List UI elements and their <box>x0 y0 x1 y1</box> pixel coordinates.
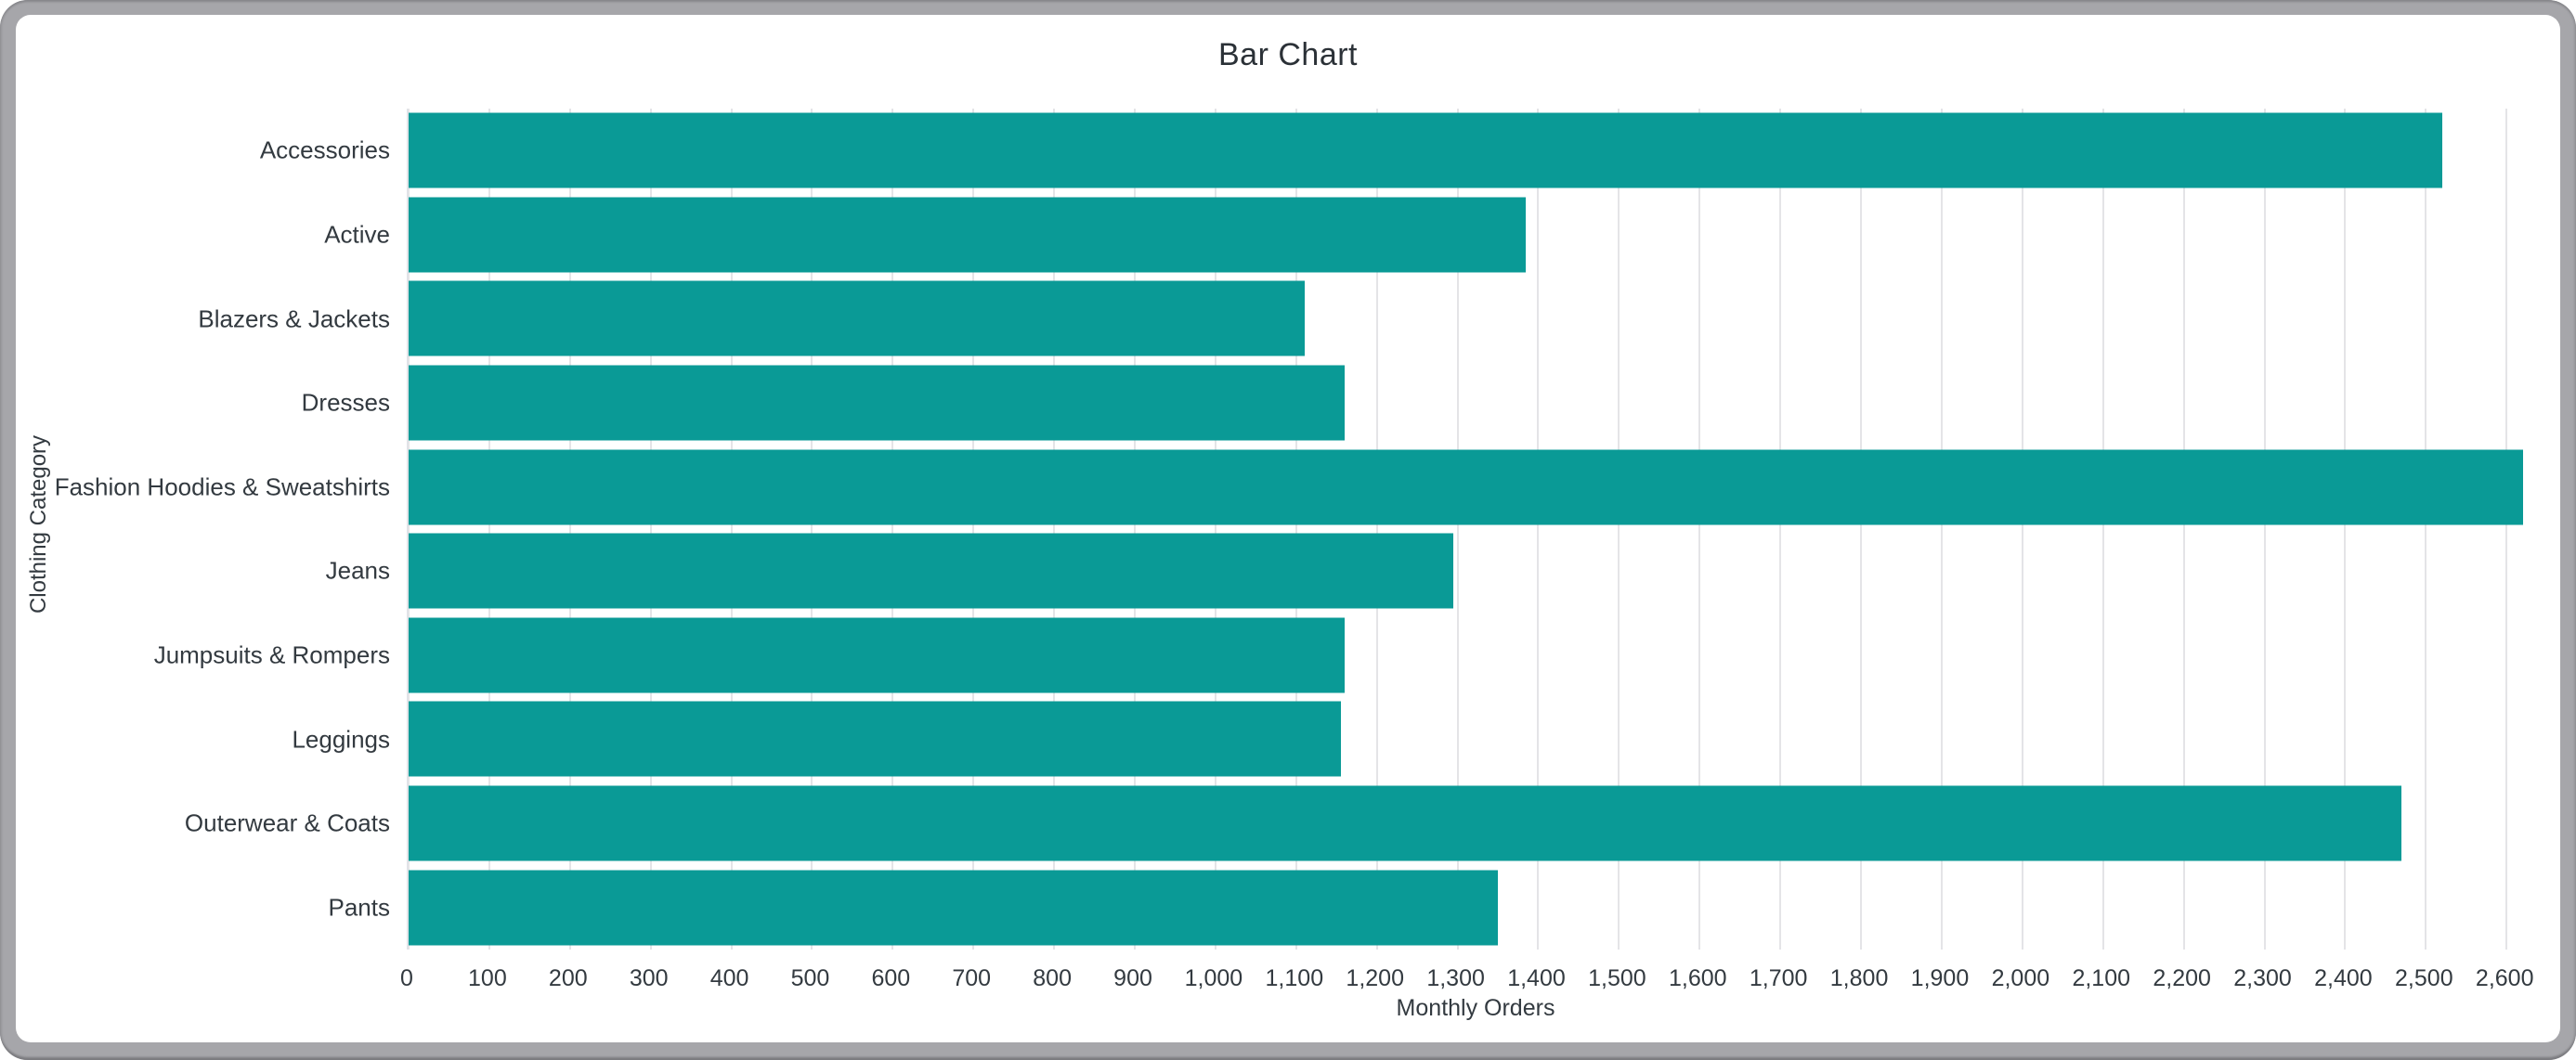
gridline-300 <box>649 109 652 950</box>
x-axis-tick-label: 1,400 <box>1507 965 1566 991</box>
gridline-1200 <box>1375 109 1378 950</box>
x-axis-title: Monthly Orders <box>1396 995 1555 1021</box>
y-axis-label: Leggings <box>292 725 390 753</box>
chart-card: Bar Chart Clothing Category Accessories A… <box>16 15 2560 1042</box>
x-axis-tick-label: 0 <box>400 965 413 991</box>
gridline-200 <box>568 109 571 950</box>
x-axis-tick-label: 2,200 <box>2153 965 2211 991</box>
x-axis-tick-label: 1,900 <box>1910 965 1970 991</box>
x-axis-tick-label: 400 <box>709 965 749 991</box>
bar-jumpsuits-rompers[interactable] <box>409 617 1345 693</box>
x-axis-tick-label: 500 <box>790 965 830 991</box>
bar-dresses[interactable] <box>409 365 1345 441</box>
y-axis-label: Active <box>324 220 390 249</box>
gridline-2400 <box>2344 109 2347 950</box>
bar-blazers-jackets[interactable] <box>409 280 1305 356</box>
gridline-600 <box>891 109 894 950</box>
y-axis-label: Pants <box>328 893 391 922</box>
gridline-0 <box>408 109 410 950</box>
gridline-700 <box>972 109 975 950</box>
gridline-100 <box>488 109 490 950</box>
x-axis-tick-label: 2,500 <box>2395 965 2453 991</box>
y-axis-label: Accessories <box>259 136 390 164</box>
bar-row <box>409 529 2549 614</box>
y-axis-label: Jumpsuits & Rompers <box>153 640 390 669</box>
bar-row <box>409 865 2549 950</box>
gridline-1500 <box>1618 109 1620 950</box>
x-axis-tick-label: 2,000 <box>1991 965 2050 991</box>
plot-area <box>407 109 2549 950</box>
x-axis-tick-label: 1,000 <box>1184 965 1243 991</box>
bar-accessories[interactable] <box>409 112 2442 188</box>
bar-leggings[interactable] <box>409 701 1341 777</box>
y-axis-label: Dresses <box>301 388 390 417</box>
x-axis-tick-label: 1,800 <box>1829 965 1889 991</box>
x-axis-tick-label: 2,600 <box>2475 965 2534 991</box>
bar-fashion-hoodies-sweatshirts[interactable] <box>409 449 2523 525</box>
gridline-2100 <box>2101 109 2104 950</box>
bar-row <box>409 109 2549 193</box>
y-axis-label: Outerwear & Coats <box>184 808 390 837</box>
gridline-2200 <box>2182 109 2185 950</box>
bar-row <box>409 445 2549 529</box>
gridline-900 <box>1134 109 1137 950</box>
gridline-2500 <box>2425 109 2427 950</box>
x-axis-tick-label: 1,300 <box>1426 965 1485 991</box>
bar-row <box>409 614 2549 698</box>
gridline-2300 <box>2263 109 2266 950</box>
x-axis-tick-label: 200 <box>548 965 588 991</box>
y-axis-label: Blazers & Jackets <box>198 304 390 332</box>
y-axis-title: Clothing Category <box>26 434 51 614</box>
x-axis-tick-label: 600 <box>871 965 911 991</box>
gridline-1000 <box>1214 109 1216 950</box>
x-axis-tick-label: 1,500 <box>1588 965 1646 991</box>
x-axis-tick-label: 700 <box>952 965 992 991</box>
x-axis-tick-label: 1,100 <box>1265 965 1324 991</box>
y-axis-label: Fashion Hoodies & Sweatshirts <box>54 472 390 501</box>
x-axis-tick-label: 800 <box>1033 965 1072 991</box>
bar-pants[interactable] <box>409 870 1499 946</box>
x-axis-tick-label: 100 <box>468 965 507 991</box>
x-axis-tick-label: 1,600 <box>1669 965 1727 991</box>
x-axis-tick-label: 900 <box>1113 965 1152 991</box>
gridline-2600 <box>2505 109 2508 950</box>
x-axis-tick-label: 1,200 <box>1346 965 1404 991</box>
gridline-1100 <box>1295 109 1297 950</box>
bar-active[interactable] <box>409 197 1527 273</box>
gridline-400 <box>730 109 733 950</box>
bar-row <box>409 697 2549 782</box>
bar-row <box>409 782 2549 866</box>
x-axis-tick-label: 2,100 <box>2072 965 2131 991</box>
y-axis-label: Jeans <box>325 556 390 585</box>
bar-row <box>409 277 2549 361</box>
bar-row <box>409 361 2549 446</box>
bar-jeans[interactable] <box>409 533 1454 609</box>
gridline-1400 <box>1537 109 1540 950</box>
gridline-2000 <box>2021 109 2023 950</box>
x-axis-tick-label: 300 <box>629 965 669 991</box>
x-axis-tick-label: 1,700 <box>1749 965 1808 991</box>
gridline-1300 <box>1456 109 1459 950</box>
gridline-1600 <box>1698 109 1701 950</box>
bar-outerwear-coats[interactable] <box>409 785 2402 861</box>
chart-title: Bar Chart <box>1218 37 1358 72</box>
gridline-1900 <box>1940 109 1943 950</box>
gridline-1800 <box>1860 109 1863 950</box>
gridline-500 <box>811 109 813 950</box>
x-axis-tick-label: 2,300 <box>2233 965 2292 991</box>
gridline-1700 <box>1779 109 1782 950</box>
bar-row <box>409 193 2549 278</box>
x-axis-tick-label: 2,400 <box>2314 965 2373 991</box>
gridline-800 <box>1053 109 1056 950</box>
